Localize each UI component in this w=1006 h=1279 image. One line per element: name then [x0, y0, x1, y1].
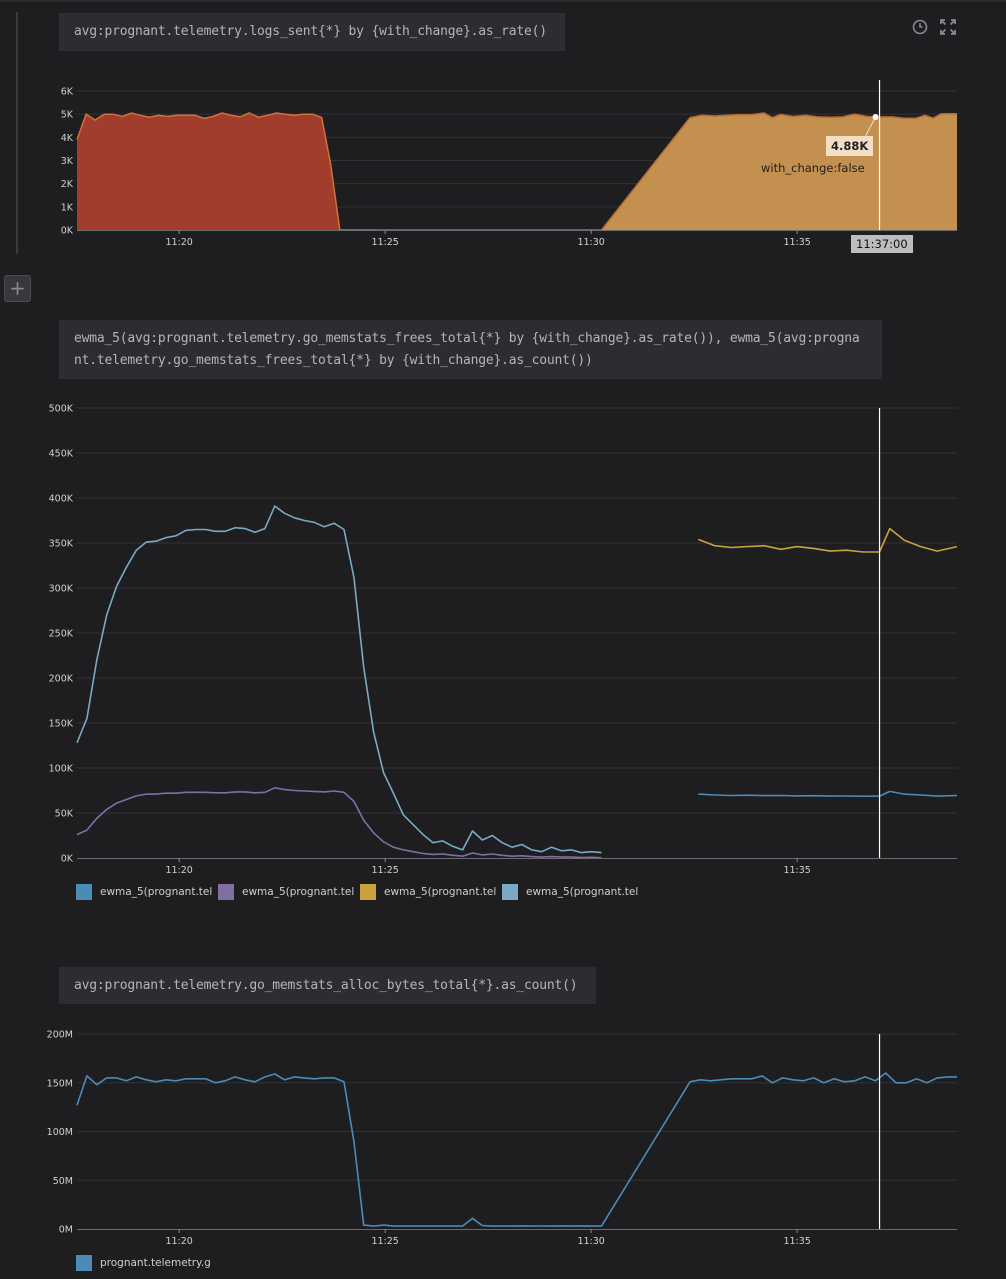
- x-tick-label: 11:35: [783, 1236, 810, 1247]
- line-series-gold: [698, 527, 958, 553]
- clock-icon[interactable]: [911, 18, 929, 36]
- legend-label: ewma_5(prognant.tel: [526, 886, 639, 898]
- y-tick-label: 50M: [53, 1176, 73, 1187]
- legend-swatch: [360, 884, 376, 900]
- chart-frees-total[interactable]: 0K 50K 100K 150K 200K 250K 300K 350K 400K 450K 500…: [0, 0, 1006, 900]
- legend-swatch: [76, 884, 92, 900]
- x-tick-label: 11:35: [783, 237, 810, 248]
- line-series-blue: [76, 1072, 957, 1227]
- legend-item[interactable]: ewma_5(prognant.tel: [218, 884, 360, 900]
- legend-label: ewma_5(prognant.tel: [100, 886, 213, 898]
- tooltip-leader: [863, 116, 876, 140]
- tooltip-value: 4.88K: [826, 136, 874, 156]
- widget-1-query: avg:prognant.telemetry.logs_sent{*} by {…: [59, 13, 565, 51]
- legend-swatch: [218, 884, 234, 900]
- x-tick-label: 11:20: [165, 1236, 192, 1247]
- line-series-blue: [698, 790, 958, 798]
- legend-item[interactable]: prognant.telemetry.g: [76, 1255, 218, 1271]
- add-widget-button[interactable]: +: [4, 275, 31, 302]
- x-tick-label: 11:20: [165, 237, 192, 248]
- legend-item[interactable]: ewma_5(prognant.tel: [76, 884, 218, 900]
- legend-swatch: [502, 884, 518, 900]
- x-tick-label: 11:30: [577, 1236, 604, 1247]
- y-tick-label: 500K: [49, 404, 74, 415]
- legend-item[interactable]: ewma_5(prognant.tel: [360, 884, 502, 900]
- y-tick-label: 3K: [61, 156, 74, 167]
- legend-label: ewma_5(prognant.tel: [384, 886, 497, 898]
- y-tick-label: 100M: [47, 1127, 73, 1138]
- y-tick-label: 6K: [61, 87, 74, 98]
- area-series-orange: [376, 113, 958, 230]
- legend-alloc-bytes: prognant.telemetry.g: [76, 1255, 218, 1271]
- legend-swatch: [76, 1255, 92, 1271]
- area-outline-orange: [376, 112, 957, 231]
- y-tick-label: 1K: [61, 202, 74, 213]
- widget-group-bar: [16, 12, 18, 254]
- y-tick-label: 0K: [61, 854, 74, 865]
- y-tick-label: 0K: [61, 226, 74, 237]
- x-tick-label: 11:35: [783, 865, 810, 876]
- area-outline-red: [76, 112, 377, 231]
- legend-item[interactable]: ewma_5(prognant.tel: [502, 884, 644, 900]
- chart-logs-sent[interactable]: 0K 1K 2K 3K 4K 5K 6K 11:20 11:25 11:30 11:35: [0, 0, 1006, 260]
- x-tick-label: 11:30: [577, 237, 604, 248]
- line-series-purple: [76, 786, 602, 859]
- x-tick-label: 11:25: [371, 865, 398, 876]
- top-divider: [0, 0, 1006, 2]
- line-series-lightblue: [76, 505, 602, 854]
- y-tick-label: 100K: [49, 764, 74, 775]
- legend-label: prognant.telemetry.g: [100, 1257, 211, 1269]
- legend-label: ewma_5(prognant.tel: [242, 886, 355, 898]
- y-tick-label: 5K: [61, 110, 74, 121]
- x-tick-label: 11:20: [165, 865, 192, 876]
- fullscreen-icon[interactable]: [939, 18, 957, 36]
- legend-frees-total: ewma_5(prognant.tel ewma_5(prognant.tel …: [76, 884, 644, 900]
- y-tick-label: 200K: [49, 674, 74, 685]
- x-tick-label: 11:25: [371, 1236, 398, 1247]
- y-tick-label: 300K: [49, 584, 74, 595]
- y-tick-label: 4K: [61, 133, 74, 144]
- widget-2-query: ewma_5(avg:prognant.telemetry.go_memstat…: [59, 320, 882, 379]
- plus-icon: +: [9, 276, 26, 300]
- y-tick-label: 0M: [59, 1225, 73, 1236]
- cursor-time-label: 11:37:00: [851, 235, 913, 253]
- y-tick-label: 350K: [49, 539, 74, 550]
- y-tick-label: 400K: [49, 494, 74, 505]
- hover-point: [872, 113, 879, 120]
- y-tick-label: 450K: [49, 449, 74, 460]
- y-tick-label: 2K: [61, 179, 74, 190]
- area-series-red: [77, 113, 377, 230]
- tooltip-series-label: with_change:false: [761, 161, 865, 175]
- widget-3-query: avg:prognant.telemetry.go_memstats_alloc…: [59, 967, 596, 1004]
- y-tick-label: 250K: [49, 629, 74, 640]
- y-tick-label: 50K: [55, 809, 74, 820]
- y-tick-label: 200M: [47, 1030, 73, 1041]
- y-tick-label: 150K: [49, 719, 74, 730]
- x-tick-label: 11:25: [371, 237, 398, 248]
- y-tick-label: 150M: [47, 1078, 73, 1089]
